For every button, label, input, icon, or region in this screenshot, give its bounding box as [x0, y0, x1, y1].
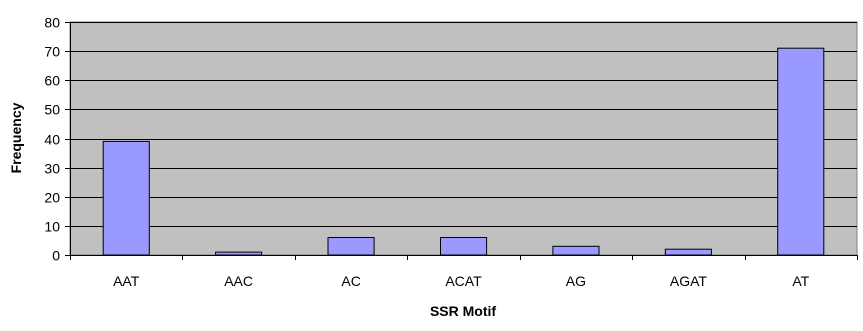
bar-agat	[664, 248, 712, 256]
y-tick-label: 30	[44, 161, 60, 177]
axes	[65, 22, 858, 260]
y-tick-label: 60	[44, 73, 60, 89]
bar-ag	[552, 245, 600, 256]
x-tick-label: AAC	[224, 273, 253, 289]
grid-lines	[70, 22, 857, 227]
y-tick-label: 70	[44, 44, 60, 60]
plot-area	[69, 21, 858, 256]
x-axis-label: SSR Motif	[430, 303, 496, 319]
x-tick-label: AC	[341, 273, 360, 289]
y-tick-label: 20	[44, 190, 60, 206]
y-axis-label: Frequency	[8, 102, 24, 173]
y-tick-label: 0	[52, 248, 60, 264]
y-tick-label: 40	[44, 132, 60, 148]
y-tick-label: 80	[44, 15, 60, 31]
x-tick-label: AGAT	[670, 273, 708, 289]
bars	[102, 47, 825, 256]
bar-acat	[440, 237, 488, 256]
bar-aac	[215, 251, 263, 256]
x-tick-label: AG	[566, 273, 586, 289]
bar-at	[777, 47, 825, 256]
bar-ac	[327, 237, 375, 256]
x-tick-labels: AAT AAC AC ACAT AG AGAT AT	[113, 273, 810, 289]
x-tick-label: AT	[792, 273, 809, 289]
y-tick-labels: 0 10 20 30 40 50 60 70 80	[44, 15, 60, 264]
bar-aat	[102, 140, 150, 256]
x-tick-label: ACAT	[445, 273, 482, 289]
y-tick-label: 10	[44, 219, 60, 235]
x-tick-label: AAT	[113, 273, 140, 289]
y-tick-label: 50	[44, 102, 60, 118]
